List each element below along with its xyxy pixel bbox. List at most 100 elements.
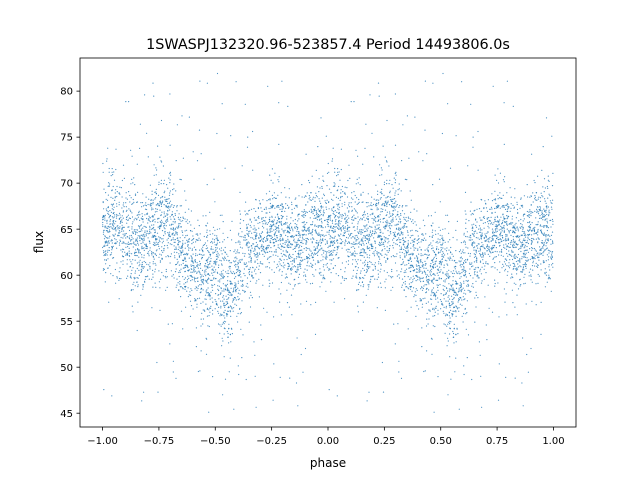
data-point	[223, 320, 225, 322]
data-point	[134, 194, 137, 196]
data-point	[416, 265, 418, 267]
data-point	[181, 247, 184, 249]
data-point	[215, 247, 217, 249]
data-point	[446, 273, 448, 275]
data-point	[195, 249, 197, 251]
data-point	[227, 276, 229, 278]
data-point	[408, 217, 410, 219]
data-point	[423, 370, 425, 373]
data-point	[524, 236, 527, 238]
data-point	[357, 155, 359, 157]
data-point	[255, 234, 257, 236]
data-point	[290, 255, 292, 257]
data-point	[155, 193, 157, 195]
data-point	[448, 269, 450, 271]
data-point	[310, 199, 312, 201]
data-point	[486, 238, 488, 240]
data-point	[119, 226, 121, 228]
data-point	[529, 196, 531, 198]
data-point	[143, 254, 145, 256]
data-point	[139, 236, 141, 238]
data-point	[442, 247, 444, 249]
data-point	[467, 165, 469, 167]
data-point	[318, 261, 320, 263]
data-point	[440, 247, 442, 249]
data-point	[395, 218, 397, 220]
data-point	[480, 219, 482, 221]
data-point	[409, 267, 411, 269]
data-point	[539, 208, 541, 211]
data-point	[361, 218, 363, 220]
data-point	[194, 266, 196, 269]
data-point	[374, 217, 376, 219]
data-point	[183, 283, 185, 285]
data-point	[191, 258, 193, 260]
data-point	[294, 218, 296, 221]
data-point	[411, 229, 413, 231]
data-point	[504, 247, 506, 249]
data-point	[138, 225, 140, 227]
data-point	[242, 279, 244, 282]
data-point	[303, 234, 305, 236]
data-point	[321, 187, 323, 189]
data-point	[301, 242, 303, 244]
data-point	[251, 297, 253, 299]
data-point	[468, 290, 470, 292]
data-point	[539, 225, 541, 227]
data-point	[325, 234, 327, 236]
data-point	[386, 119, 388, 122]
data-point	[315, 211, 318, 213]
data-point	[128, 191, 130, 193]
data-point	[437, 286, 439, 288]
data-point	[494, 211, 496, 213]
data-point	[312, 259, 315, 261]
data-point	[324, 226, 327, 228]
data-point	[108, 249, 110, 252]
data-point	[535, 192, 538, 194]
data-point	[199, 272, 201, 274]
data-point	[176, 232, 178, 234]
data-point	[513, 264, 516, 266]
data-point	[265, 208, 267, 210]
data-point	[477, 237, 479, 239]
data-point	[305, 204, 307, 206]
data-point	[390, 233, 392, 235]
data-point	[522, 253, 525, 255]
data-point	[382, 217, 385, 220]
data-point	[351, 192, 353, 194]
data-point	[301, 196, 303, 198]
data-point	[125, 197, 127, 199]
data-point	[250, 208, 253, 210]
data-point	[446, 263, 448, 265]
data-point	[404, 283, 406, 285]
data-point	[366, 206, 368, 208]
data-point	[508, 253, 510, 255]
data-point	[263, 220, 265, 222]
data-point	[346, 207, 348, 209]
data-point	[301, 229, 303, 231]
data-point	[202, 323, 204, 325]
data-point	[552, 241, 554, 243]
data-point	[551, 231, 554, 233]
data-point	[201, 258, 203, 260]
data-point	[345, 278, 347, 280]
data-point	[471, 285, 473, 287]
data-point	[227, 255, 229, 257]
data-point	[337, 205, 339, 207]
data-point	[461, 81, 463, 83]
data-point	[480, 231, 482, 233]
data-point	[351, 263, 354, 265]
data-point	[179, 283, 181, 285]
data-point	[291, 227, 293, 229]
data-point	[163, 224, 166, 226]
data-point	[456, 327, 458, 329]
data-point	[495, 247, 497, 249]
data-point	[345, 221, 347, 223]
data-point	[176, 258, 178, 260]
data-point	[521, 226, 523, 228]
data-point	[107, 211, 109, 213]
data-point	[157, 145, 159, 147]
data-point	[437, 313, 439, 315]
data-point	[180, 179, 182, 181]
data-point	[313, 246, 315, 248]
